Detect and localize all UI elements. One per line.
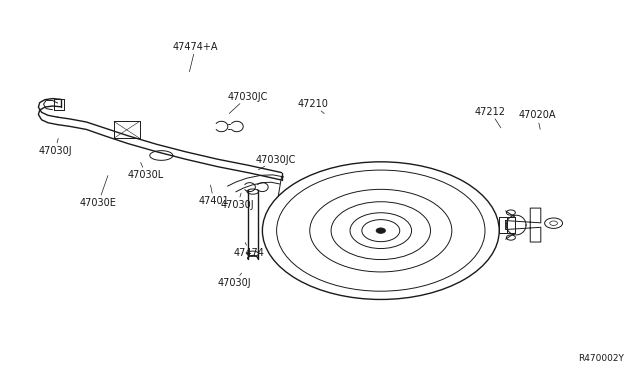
Text: 47401: 47401 <box>198 185 229 206</box>
Text: 47474+A: 47474+A <box>173 42 218 72</box>
Circle shape <box>376 228 385 233</box>
Text: 47030E: 47030E <box>80 176 117 208</box>
Text: 47030JC: 47030JC <box>256 155 296 170</box>
Text: 47030J: 47030J <box>221 193 255 209</box>
Text: R470002Y: R470002Y <box>578 354 624 363</box>
Text: 47030L: 47030L <box>128 163 164 180</box>
Text: 47030J: 47030J <box>218 273 252 288</box>
Text: 47030J: 47030J <box>38 138 72 155</box>
Text: 47474: 47474 <box>234 243 264 258</box>
Text: 47030JC: 47030JC <box>227 92 268 113</box>
Text: 47212: 47212 <box>475 107 506 128</box>
Text: 47020A: 47020A <box>518 110 556 129</box>
Text: 47210: 47210 <box>298 99 328 113</box>
